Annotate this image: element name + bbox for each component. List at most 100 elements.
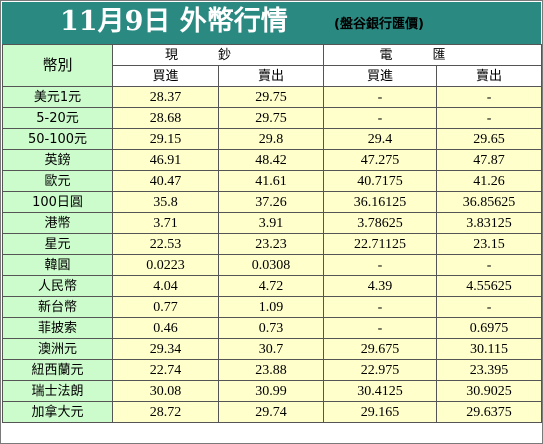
cash-sell-value: 3.91 — [217, 212, 325, 234]
cash-buy-value: 0.77 — [112, 296, 219, 318]
wire-sell-value: - — [436, 107, 543, 129]
cash-buy-value: 28.68 — [112, 107, 219, 129]
table-row: 港幣 3.71 3.91 3.78625 3.83125 — [2, 212, 543, 234]
cash-buy-value: 46.91 — [112, 149, 219, 171]
currency-name: 歐元 — [2, 170, 113, 192]
table-row: 5-20元 28.68 29.75- - — [2, 107, 543, 129]
cash-buy-value: 28.37 — [112, 86, 219, 108]
page-title: 11月9日 外幣行情 — [60, 6, 288, 37]
currency-name: 5-20元 — [2, 107, 113, 129]
wire-buy-value: - — [323, 296, 438, 318]
currency-name: 加拿大元 — [2, 401, 113, 423]
cash-buy-header: 買進 — [112, 65, 219, 87]
table-row: 紐西蘭元 22.74 23.88 22.975 23.395 — [2, 359, 543, 381]
cash-sell-value: 29.8 — [217, 128, 325, 150]
wire-sell-value: 23.395 — [436, 359, 543, 381]
wire-buy-value: 36.16125 — [323, 191, 438, 213]
table-row: 瑞士法朗 30.08 30.99 30.4125 30.9025 — [2, 380, 543, 402]
currency-name: 澳洲元 — [2, 338, 113, 360]
currency-name: 星元 — [2, 233, 113, 255]
wire-buy-value: 22.71125 — [323, 233, 438, 255]
cash-buy-value: 28.72 — [112, 401, 219, 423]
cash-buy-value: 3.71 — [112, 212, 219, 234]
cash-sell-value: 48.42 — [217, 149, 325, 171]
cash-buy-value: 22.53 — [112, 233, 219, 255]
currency-name: 英鎊 — [2, 149, 113, 171]
currency-name: 美元1元 — [2, 86, 113, 108]
cash-buy-value: 40.47 — [112, 170, 219, 192]
cash-sell-value: 30.99 — [217, 380, 325, 402]
table-row: 菲披索 0.46 0.73-0.6975 — [2, 317, 543, 339]
table-row: 英鎊 46.91 48.42 47.275 47.87 — [2, 149, 543, 171]
table-row: 人民幣 4.04 4.72 4.39 4.55625 — [2, 275, 543, 297]
currency-name: 新台幣 — [2, 296, 113, 318]
wire-sell-value: 29.6375 — [436, 401, 543, 423]
cash-buy-value: 35.8 — [112, 191, 219, 213]
wire-sell-value: - — [436, 296, 543, 318]
currency-column-header: 幣別 — [2, 44, 113, 87]
table-row: 加拿大元 28.72 29.74 29.165 29.6375 — [2, 401, 543, 423]
cash-sell-value: 29.75 — [217, 86, 325, 108]
table-row: 韓圓 0.0223 0.0308- - — [2, 254, 543, 276]
currency-name: 50-100元 — [2, 128, 113, 150]
wire-sell-value: - — [436, 86, 543, 108]
table-row: 澳洲元 29.34 30.7 29.675 30.115 — [2, 338, 543, 360]
wire-sell-value: 30.9025 — [436, 380, 543, 402]
cash-buy-value: 29.15 — [112, 128, 219, 150]
wire-sell-value: - — [436, 254, 543, 276]
table-row: 50-100元 29.15 29.8 29.4 29.65 — [2, 128, 543, 150]
wire-group-header: 電匯 — [323, 44, 543, 66]
table-row: 100日圓 35.8 37.26 36.16125 36.85625 — [2, 191, 543, 213]
wire-sell-value: 47.87 — [436, 149, 543, 171]
wire-buy-value: - — [323, 86, 438, 108]
cash-sell-value: 0.0308 — [217, 254, 325, 276]
cash-sell-value: 30.7 — [217, 338, 325, 360]
cash-buy-value: 4.04 — [112, 275, 219, 297]
cash-sell-value: 23.88 — [217, 359, 325, 381]
wire-buy-header: 買進 — [323, 65, 438, 87]
table-row: 星元 22.53 23.23 22.71125 23.15 — [2, 233, 543, 255]
wire-buy-value: 29.4 — [323, 128, 438, 150]
cash-buy-value: 30.08 — [112, 380, 219, 402]
cash-buy-value: 0.46 — [112, 317, 219, 339]
table-row: 美元1元 28.37 29.75- - — [2, 86, 543, 108]
wire-sell-value: 29.65 — [436, 128, 543, 150]
cash-group-header: 現鈔 — [111, 44, 325, 66]
wire-sell-value: 30.115 — [436, 338, 543, 360]
table-row: 歐元 40.47 41.61 40.7175 41.26 — [2, 170, 543, 192]
wire-sell-value: 41.26 — [436, 170, 543, 192]
cash-sell-value: 37.26 — [217, 191, 325, 213]
cash-sell-value: 23.23 — [217, 233, 325, 255]
cash-buy-value: 22.74 — [112, 359, 219, 381]
cash-sell-header: 賣出 — [217, 65, 325, 87]
cash-sell-value: 29.74 — [217, 401, 325, 423]
cash-buy-value: 29.34 — [112, 338, 219, 360]
cash-sell-value: 1.09 — [217, 296, 325, 318]
page-subtitle: (盤谷銀行匯價) — [334, 17, 424, 32]
currency-name: 港幣 — [2, 212, 113, 234]
cash-buy-value: 0.0223 — [112, 254, 219, 276]
wire-buy-value: 29.165 — [323, 401, 438, 423]
table-row: 新台幣 0.77 1.09- - — [2, 296, 543, 318]
wire-sell-value: 3.83125 — [436, 212, 543, 234]
wire-buy-value: 4.39 — [323, 275, 438, 297]
wire-buy-value: - — [323, 107, 438, 129]
currency-name: 100日圓 — [2, 191, 113, 213]
wire-buy-value: 40.7175 — [323, 170, 438, 192]
currency-name: 菲披索 — [2, 317, 113, 339]
wire-sell-value: 23.15 — [436, 233, 543, 255]
rates-table: 幣別 現鈔 電匯 買進 賣出 買進 賣出 美元1元 28.37 29.75- -5-2… — [2, 44, 543, 423]
wire-buy-value: - — [323, 254, 438, 276]
wire-buy-value: 47.275 — [323, 149, 438, 171]
currency-name: 韓圓 — [2, 254, 113, 276]
currency-name: 人民幣 — [2, 275, 113, 297]
wire-sell-header: 賣出 — [436, 65, 543, 87]
currency-name: 瑞士法朗 — [2, 380, 113, 402]
currency-name: 紐西蘭元 — [2, 359, 113, 381]
wire-buy-value: 29.675 — [323, 338, 438, 360]
title-bar: 11月9日 外幣行情 (盤谷銀行匯價) — [2, 2, 541, 44]
cash-sell-value: 29.75 — [217, 107, 325, 129]
cash-sell-value: 4.72 — [217, 275, 325, 297]
cash-sell-value: 0.73 — [217, 317, 325, 339]
